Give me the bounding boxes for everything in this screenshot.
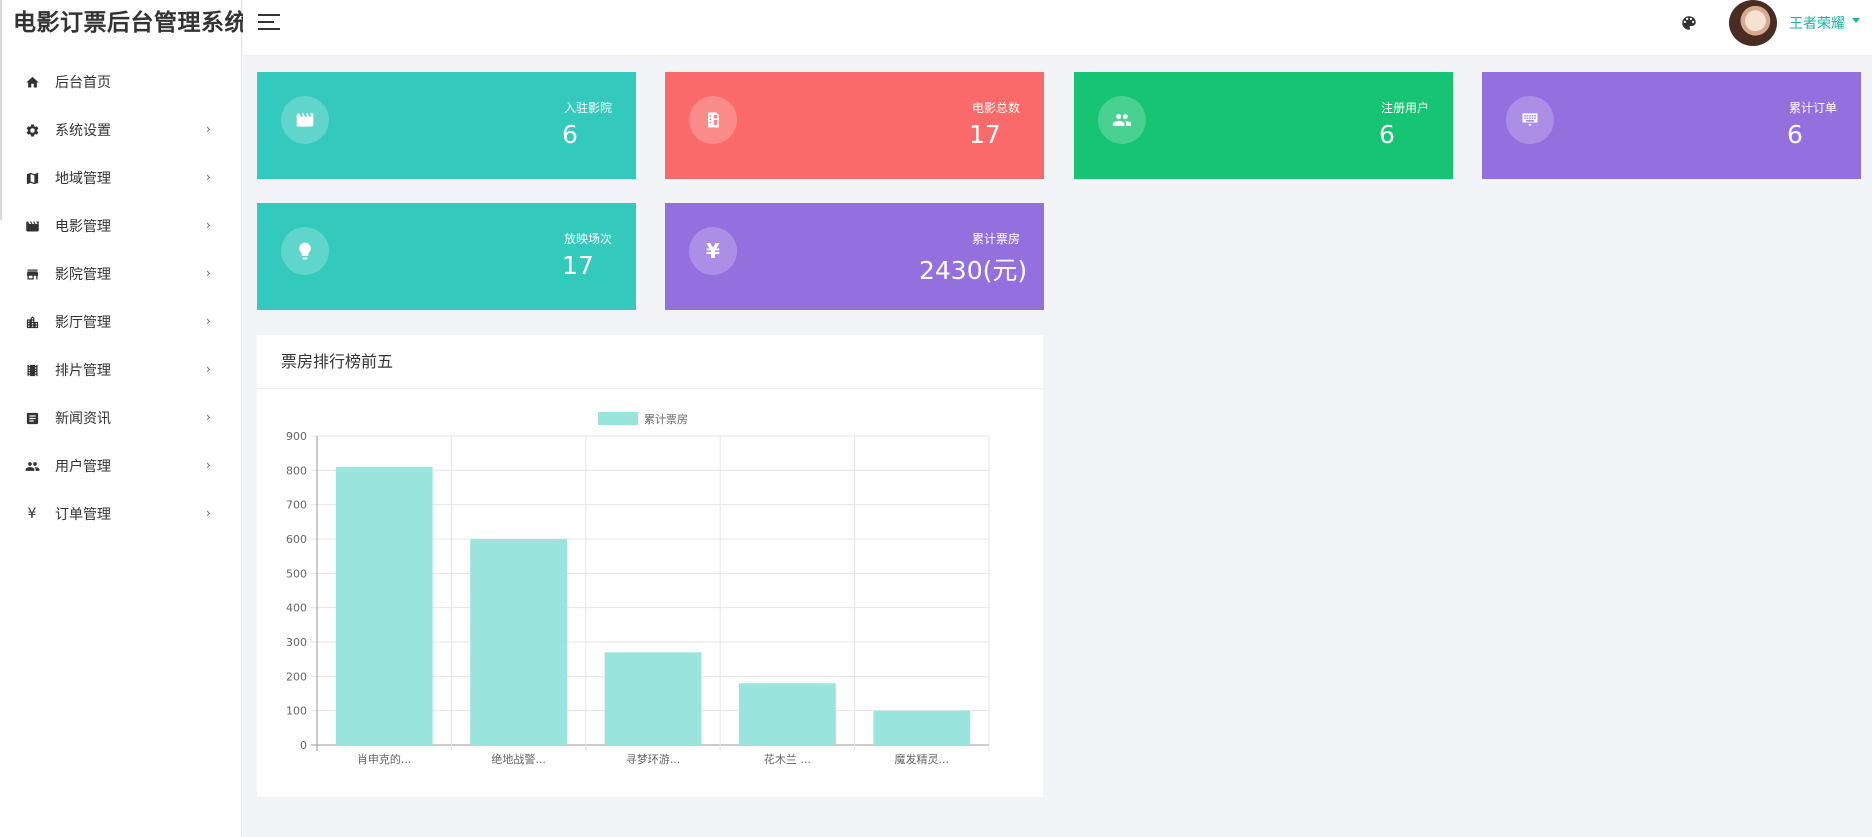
- yen-icon: ¥: [27, 506, 37, 522]
- sidebar-item-label: 影厅管理: [55, 315, 111, 331]
- chevron-right-icon: ›: [206, 218, 211, 232]
- chevron-right-icon: ›: [206, 122, 211, 136]
- film-reel-icon: [689, 96, 737, 144]
- y-tick-label: 500: [286, 567, 307, 580]
- keyboard-icon: [1506, 96, 1554, 144]
- stat-card-screenings: 放映场次 17: [257, 203, 636, 310]
- x-tick-label: 寻梦环游...: [626, 753, 681, 766]
- stat-card-users: 注册用户 6: [1074, 72, 1453, 179]
- y-tick-label: 0: [300, 739, 307, 752]
- panel-title: 票房排行榜前五: [257, 335, 1043, 389]
- sidebar-item[interactable]: 排片管理 ›: [0, 346, 241, 394]
- y-tick-label: 900: [286, 430, 307, 443]
- sidebar-item[interactable]: ¥ 订单管理 ›: [0, 490, 241, 538]
- store-icon: [24, 266, 40, 282]
- sidebar-item-label: 后台首页: [55, 75, 111, 91]
- users-icon: [1098, 96, 1146, 144]
- sidebar-item-label: 电影管理: [55, 219, 111, 235]
- clapperboard-icon: [281, 96, 329, 144]
- y-tick-label: 100: [286, 705, 307, 718]
- bar: [335, 466, 433, 745]
- stat-title: 电影总数: [971, 101, 1020, 115]
- sidebar-item-label: 排片管理: [55, 363, 111, 379]
- y-tick-label: 400: [286, 602, 307, 615]
- y-tick-label: 600: [286, 533, 307, 546]
- sidebar-item[interactable]: 系统设置 ›: [0, 106, 241, 154]
- stat-value: 6: [1379, 120, 1395, 149]
- bar: [739, 683, 836, 745]
- x-tick-label: 肖申克的...: [357, 752, 412, 766]
- menu-toggle-icon[interactable]: [258, 14, 280, 31]
- sidebar-item[interactable]: 地域管理 ›: [0, 154, 241, 202]
- users-icon: [24, 458, 40, 474]
- stat-card-box-office: ¥ 累计票房 2430(元): [665, 203, 1044, 310]
- y-tick-label: 800: [286, 464, 307, 477]
- bar: [604, 652, 702, 745]
- y-tick-label: 700: [286, 499, 307, 512]
- sidebar-item[interactable]: 影厅管理 ›: [0, 298, 241, 346]
- avatar[interactable]: [1729, 0, 1777, 46]
- app-title: 电影订票后台管理系统: [13, 10, 248, 36]
- top-header: 王者荣耀: [243, 0, 1872, 56]
- chevron-right-icon: ›: [206, 314, 211, 328]
- chevron-right-icon: ›: [206, 506, 211, 520]
- stat-value: 17: [562, 251, 594, 280]
- palette-icon[interactable]: [1680, 14, 1698, 32]
- bar: [873, 710, 971, 745]
- user-name[interactable]: 王者荣耀: [1789, 16, 1845, 32]
- box-office-ranking-panel: 票房排行榜前五 0 100 200 300 400 500 600 700 800 900 肖申克的…: [257, 335, 1043, 797]
- chevron-right-icon: ›: [206, 410, 211, 424]
- gear-icon: [24, 122, 40, 138]
- legend-label: 累计票房: [644, 413, 688, 426]
- bar: [470, 539, 567, 745]
- sidebar-item[interactable]: 影院管理 ›: [0, 250, 241, 298]
- sidebar-item-label: 新闻资讯: [55, 411, 111, 427]
- y-tick-label: 200: [286, 670, 307, 683]
- stat-title: 累计订单: [1788, 101, 1837, 115]
- sidebar: 电影订票后台管理系统 后台首页系统设置 › 地域管理 › 电影管理 › 影院管理 › 影厅管理 ›…: [0, 0, 248, 837]
- film-icon: [24, 218, 40, 234]
- stat-card-movies: 电影总数 17: [665, 72, 1044, 179]
- sidebar-item[interactable]: 电影管理 ›: [0, 202, 241, 250]
- stat-value: 6: [1787, 120, 1803, 149]
- lightbulb-icon: [281, 227, 329, 275]
- sidebar-menu: 后台首页 系统设置 › 地域管理 › 电影管理 › 影院管理 › 影厅管理 › 排片管理 › 新闻资讯 › 用…: [0, 58, 241, 538]
- chevron-right-icon: ›: [206, 362, 211, 376]
- sidebar-item[interactable]: 后台首页: [0, 58, 241, 106]
- y-tick-label: 300: [286, 636, 307, 649]
- stat-title: 放映场次: [563, 232, 612, 246]
- legend-swatch: [598, 412, 638, 425]
- map-icon: [24, 170, 40, 186]
- sidebar-item-label: 用户管理: [55, 459, 111, 475]
- stat-value: 17: [969, 120, 1001, 149]
- yen-icon: ¥: [689, 227, 737, 275]
- sidebar-item[interactable]: 用户管理 ›: [0, 442, 241, 490]
- chevron-down-icon[interactable]: [1852, 18, 1860, 23]
- box-office-chart: 0 100 200 300 400 500 600 700 800 900 肖申克的... 绝地战警.…: [286, 412, 990, 766]
- stat-value: 2430(元): [919, 256, 1028, 285]
- x-tick-label: 魔发精灵...: [895, 752, 950, 766]
- home-icon: [24, 74, 40, 90]
- sidebar-item-label: 系统设置: [55, 123, 111, 139]
- building-icon: [24, 314, 40, 330]
- news-icon: [24, 410, 40, 426]
- stat-title: 入驻影院: [563, 101, 612, 115]
- x-tick-label: 绝地战警...: [491, 752, 545, 766]
- sidebar-item-label: 影院管理: [55, 267, 111, 283]
- stat-title: 累计票房: [971, 232, 1020, 246]
- stat-title: 注册用户: [1380, 101, 1429, 115]
- stat-card-cinemas: 入驻影院 6: [257, 72, 636, 179]
- chevron-right-icon: ›: [206, 458, 211, 472]
- stat-value: 6: [562, 120, 578, 149]
- sidebar-item[interactable]: 新闻资讯 ›: [0, 394, 241, 442]
- stat-card-orders: 累计订单 6: [1482, 72, 1861, 179]
- x-tick-label: 花木兰 ...: [764, 753, 811, 766]
- chevron-right-icon: ›: [206, 170, 211, 184]
- filmstrip-icon: [24, 362, 40, 378]
- sidebar-item-label: 地域管理: [55, 171, 111, 187]
- chevron-right-icon: ›: [206, 266, 211, 280]
- sidebar-item-label: 订单管理: [55, 507, 111, 523]
